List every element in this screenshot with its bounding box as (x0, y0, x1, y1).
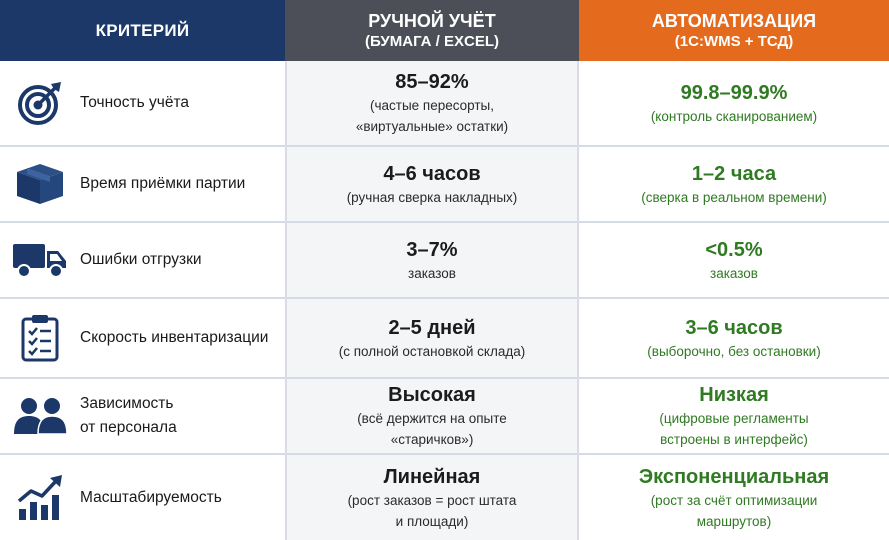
auto-note-line2: маршрутов) (696, 513, 772, 529)
row-personnel-manual: Высокая (всё держится на опыте «старичко… (285, 379, 579, 455)
auto-value: 3–6 часов (685, 316, 783, 339)
row-personnel-label: Зависимость от персонала (80, 392, 177, 440)
manual-note: (частые пересорты, (369, 98, 495, 113)
auto-value: <0.5% (705, 238, 763, 261)
row-receiving-label: Время приёмки партии (80, 175, 246, 192)
auto-note: (контроль сканированием) (650, 108, 818, 124)
manual-note: (всё держится на опыте (357, 411, 507, 426)
manual-value: Высокая (388, 384, 476, 406)
manual-note-line2: «старичков») (390, 432, 474, 447)
manual-value: 2–5 дней (388, 316, 476, 339)
row-shipping-auto: <0.5% заказов (579, 223, 889, 299)
row-personnel-criterion: Зависимость от персонала (0, 379, 285, 455)
manual-value: 4–6 часов (383, 162, 481, 185)
header-manual: РУЧНОЙ УЧЁТ (БУМАГА / EXCEL) (285, 0, 579, 61)
auto-value: Низкая (699, 384, 769, 406)
people-icon (0, 396, 80, 436)
box-icon (0, 162, 80, 206)
auto-value: 1–2 часа (691, 162, 777, 185)
truck-icon (0, 241, 80, 279)
manual-value: 85–92% (395, 71, 469, 93)
row-scalability-label: Масштабируемость (80, 488, 222, 506)
manual-note-line2: и площади) (395, 513, 469, 529)
row-shipping-criterion: Ошибки отгрузки (0, 223, 285, 299)
header-auto-title: АВТОМАТИЗАЦИЯ (651, 10, 817, 31)
row-receiving-manual: 4–6 часов (ручная сверка накладных) (285, 147, 579, 223)
row-shipping-manual: 3–7% заказов (285, 223, 579, 299)
header-criterion-label: КРИТЕРИЙ (95, 20, 190, 40)
manual-note-line2: «виртуальные» остатки) (355, 119, 509, 134)
auto-value: 99.8–99.9% (680, 81, 788, 104)
target-icon (0, 80, 80, 126)
row-accuracy-auto: 99.8–99.9% (контроль сканированием) (579, 61, 889, 147)
manual-note: (ручная сверка накладных) (346, 189, 518, 205)
row-scalability-auto: Экспоненциальная (рост за счёт оптимизац… (579, 455, 889, 540)
row-personnel-label-line1: Зависимость (80, 395, 174, 412)
header-manual-subtitle: (БУМАГА / EXCEL) (365, 32, 499, 50)
manual-note: (рост заказов = рост штата (347, 492, 517, 508)
row-personnel-label-line2: от персонала (80, 419, 177, 436)
row-inventory-manual: 2–5 дней (с полной остановкой склада) (285, 299, 579, 379)
auto-note: заказов (710, 265, 758, 281)
row-personnel-auto: Низкая (цифровые регламенты встроены в и… (579, 379, 889, 455)
auto-note: (выборочно, без остановки) (647, 343, 821, 359)
row-receiving-auto: 1–2 часа (сверка в реальном времени) (579, 147, 889, 223)
row-accuracy-label: Точность учёта (80, 94, 190, 111)
manual-value: 3–7% (406, 238, 458, 261)
auto-note: (цифровые регламенты (659, 411, 809, 426)
growth-chart-icon (0, 474, 80, 521)
row-inventory-criterion: Скорость инвентаризации (0, 299, 285, 379)
auto-note: (рост за счёт оптимизации (650, 492, 818, 508)
auto-value: Экспоненциальная (638, 465, 830, 488)
row-accuracy-criterion: Точность учёта (0, 61, 285, 147)
row-scalability-manual: Линейная (рост заказов = рост штата и пл… (285, 455, 579, 540)
row-inventory-auto: 3–6 часов (выборочно, без остановки) (579, 299, 889, 379)
row-accuracy-manual: 85–92% (частые пересорты, «виртуальные» … (285, 61, 579, 147)
row-scalability-criterion: Масштабируемость (0, 455, 285, 540)
clipboard-icon (0, 314, 80, 362)
header-criterion: КРИТЕРИЙ (0, 0, 285, 61)
row-inventory-label: Скорость инвентаризации (80, 329, 269, 346)
auto-note-line2: встроены в интерфейс) (660, 432, 808, 447)
manual-note: (с полной остановкой склада) (338, 343, 526, 359)
header-manual-title: РУЧНОЙ УЧЁТ (368, 10, 496, 31)
header-auto-subtitle: (1С:WMS + ТСД) (674, 32, 794, 50)
header-auto: АВТОМАТИЗАЦИЯ (1С:WMS + ТСД) (579, 0, 889, 61)
row-receiving-criterion: Время приёмки партии (0, 147, 285, 223)
auto-note: (сверка в реальном времени) (641, 189, 827, 205)
manual-value: Линейная (383, 465, 481, 488)
row-shipping-label: Ошибки отгрузки (80, 251, 202, 268)
manual-note: заказов (408, 265, 456, 281)
